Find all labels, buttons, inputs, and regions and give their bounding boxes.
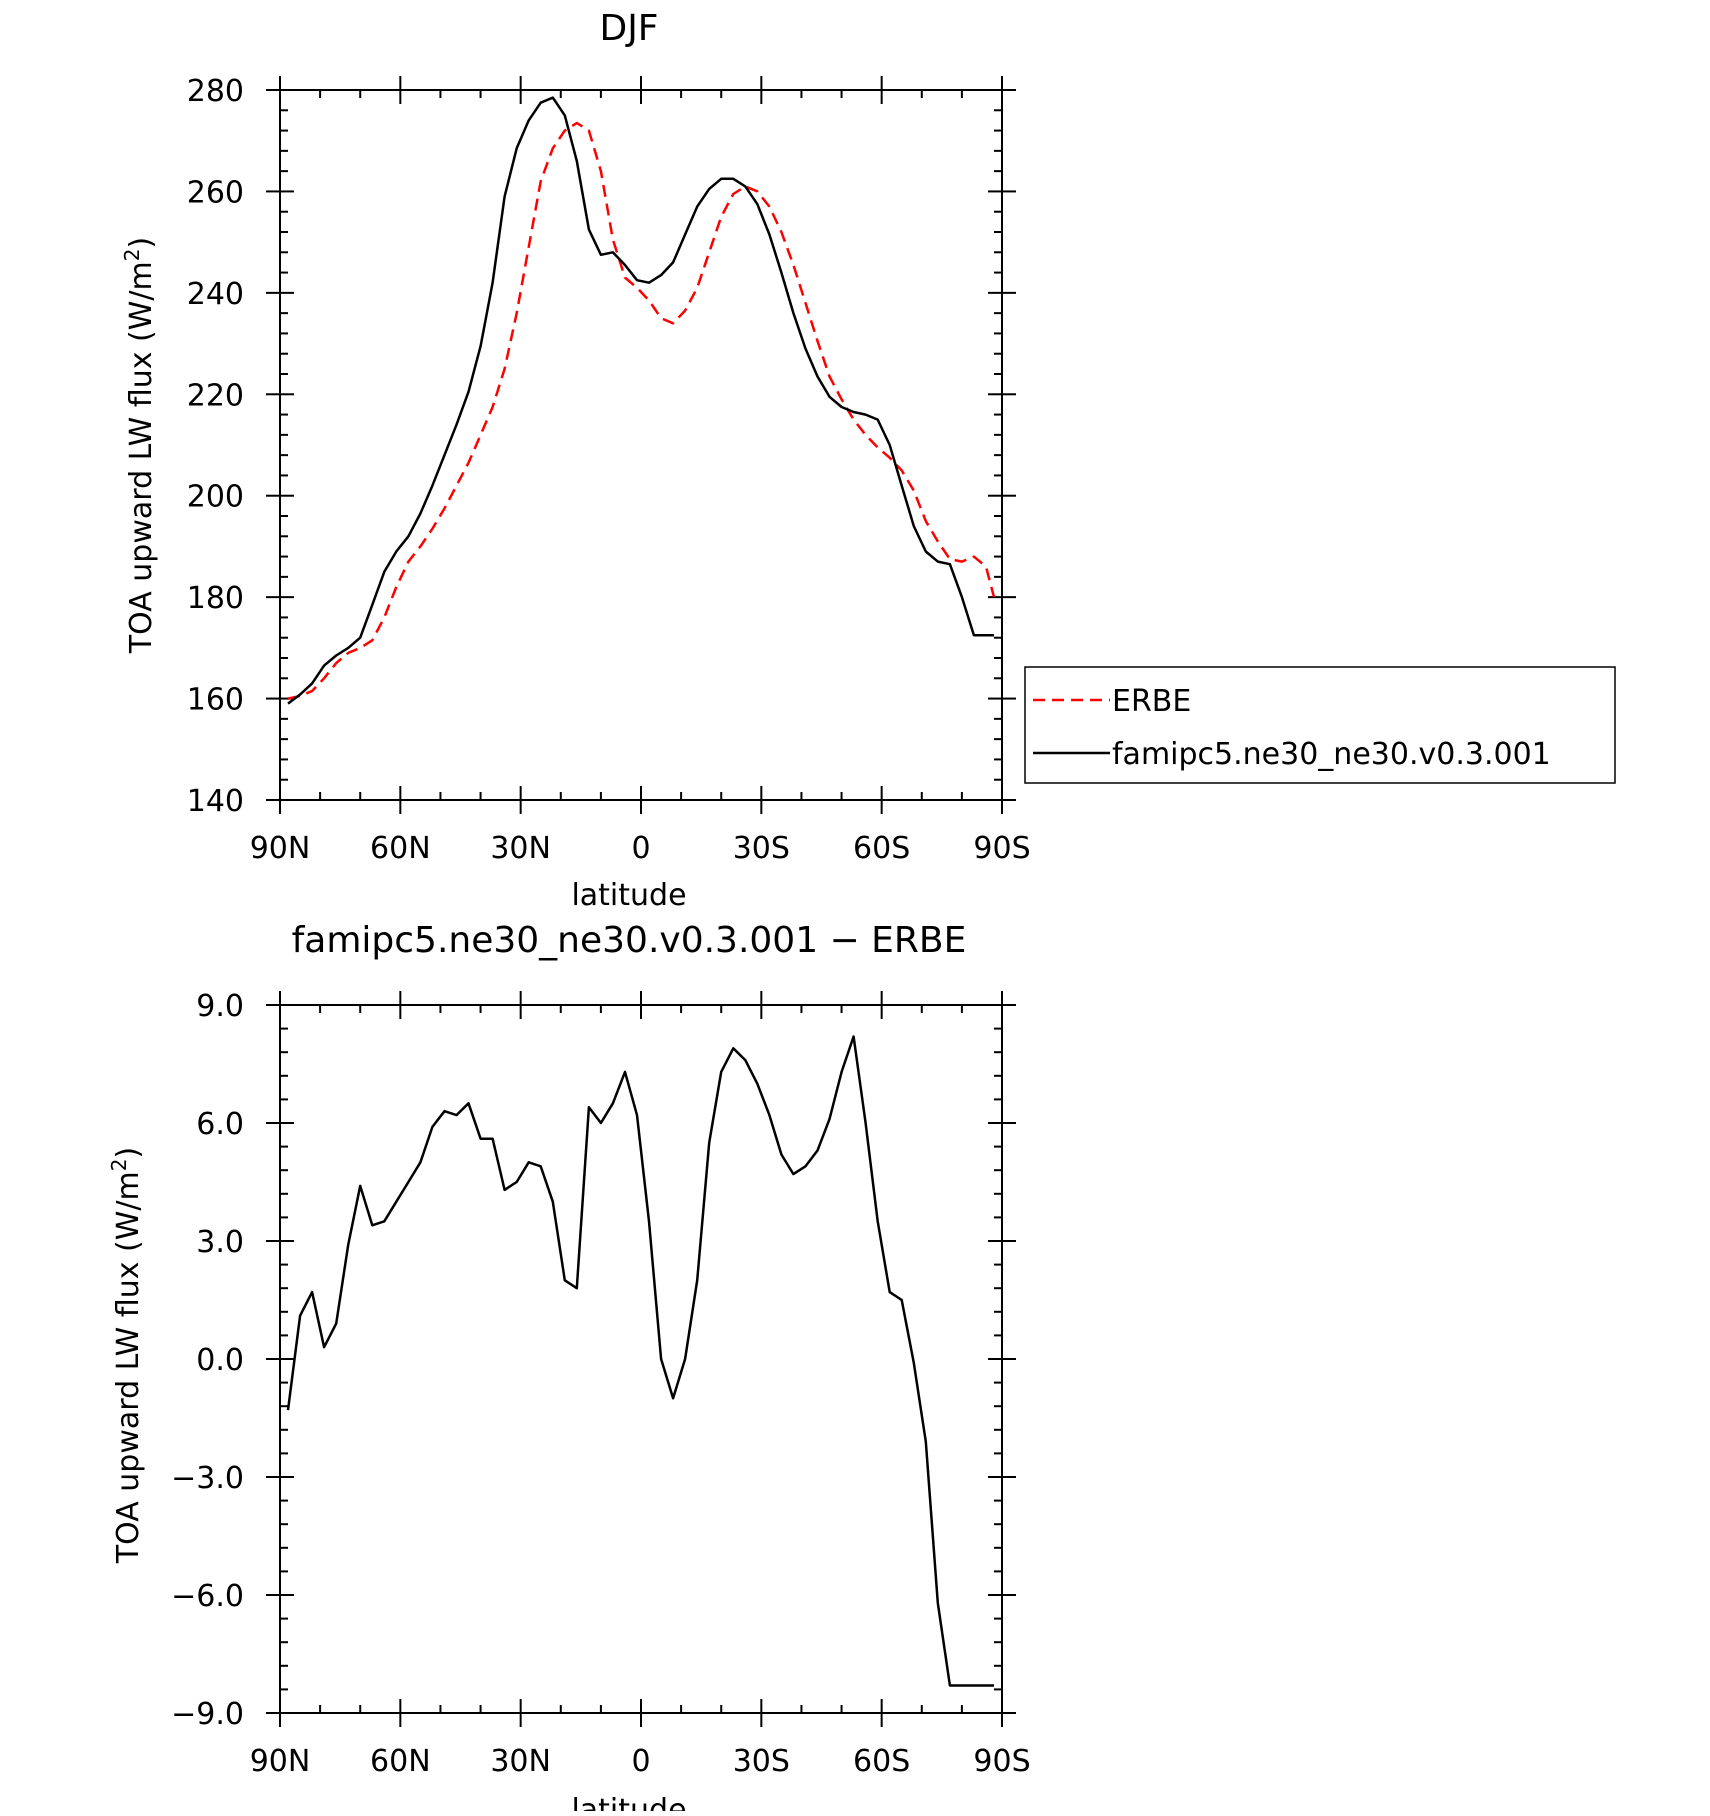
bottom-y-axis-label-main: TOA upward LW flux (W/m [111,1171,146,1564]
top-y-tick-label: 180 [187,581,244,616]
bottom-y-axis-label: TOA upward LW flux (W/m2) [107,1147,146,1564]
top-y-axis-label-main: TOA upward LW flux (W/m [124,261,159,654]
top-y-tick-label: 260 [187,175,244,210]
top-y-axis-label: TOA upward LW flux (W/m2) [120,237,159,654]
bottom-y-tick-label: −6.0 [171,1579,244,1614]
bottom-series-line-0 [286,1035,994,1687]
bottom-x-axis-label: latitude [571,1793,686,1811]
legend-label-erbe: ERBE [1112,684,1191,719]
bottom-panel: famipc5.ne30_ne30.v0.3.001 − ERBE 90N 60N… [107,920,1031,1816]
top-x-tick-label: 60N [370,831,431,866]
bottom-x-tick-label: 30N [490,1744,551,1779]
top-y-tick-label: 280 [187,74,244,109]
bottom-y-tick-label: −3.0 [171,1461,244,1496]
top-x-tick-label: 30N [490,831,551,866]
top-series-line-0 [287,121,996,700]
top-panel: DJF 90N 60N 30N 0 30S 60S 90S 140 160 180 200 220 24… [120,8,1616,913]
bottom-x-tick-label: 90S [973,1744,1030,1779]
bottom-x-tick-label: 60S [853,1744,910,1779]
bottom-y-tick-label: 6.0 [196,1107,244,1142]
bottom-x-tick-label: 60N [370,1744,431,1779]
bottom-x-tick-label: 30S [733,1744,790,1779]
bottom-y-tick-label: −9.0 [171,1697,244,1732]
top-plot-frame [279,89,1003,801]
top-x-tick-label: 30S [733,831,790,866]
top-x-tick-label: 0 [631,831,650,866]
legend: ERBE famipc5.ne30_ne30.v0.3.001 [1024,666,1616,784]
top-y-tick-label: 200 [187,480,244,515]
top-plot-area: 90N 60N 30N 0 30S 60S 90S 140 160 180 200 220 240 260… [187,74,1031,866]
top-y-axis-label-close: ) [124,237,159,249]
bottom-x-tick-label: 90N [250,1744,311,1779]
bottom-y-axis-label-close: ) [111,1147,146,1159]
bottom-y-axis-label-sup: 2 [107,1159,131,1172]
top-y-tick-label: 220 [187,378,244,413]
top-y-tick-label: 140 [187,784,244,819]
legend-label-model: famipc5.ne30_ne30.v0.3.001 [1112,737,1551,772]
top-series-line-1 [287,96,994,705]
top-x-tick-label: 60S [853,831,910,866]
bottom-plot-frame [279,1004,1003,1714]
top-y-tick-label: 160 [187,683,244,718]
top-y-axis-label-sup: 2 [120,249,144,262]
top-x-tick-label: 90N [250,831,311,866]
bottom-y-tick-label: 9.0 [196,989,244,1024]
bottom-x-tick-label: 0 [631,1744,650,1779]
legend-box [1024,666,1616,784]
bottom-chart-title: famipc5.ne30_ne30.v0.3.001 − ERBE [292,920,967,961]
bottom-y-tick-label: 0.0 [196,1343,244,1378]
bottom-y-tick-label: 3.0 [196,1225,244,1260]
top-chart-title: DJF [599,8,658,49]
top-y-tick-label: 240 [187,277,244,312]
bottom-plot-area: 90N 60N 30N 0 30S 60S 90S −9.0 −6.0 −3.0 0.0 3.0 6.0… [171,989,1030,1779]
top-x-axis-label: latitude [571,878,686,913]
top-x-tick-label: 90S [973,831,1030,866]
